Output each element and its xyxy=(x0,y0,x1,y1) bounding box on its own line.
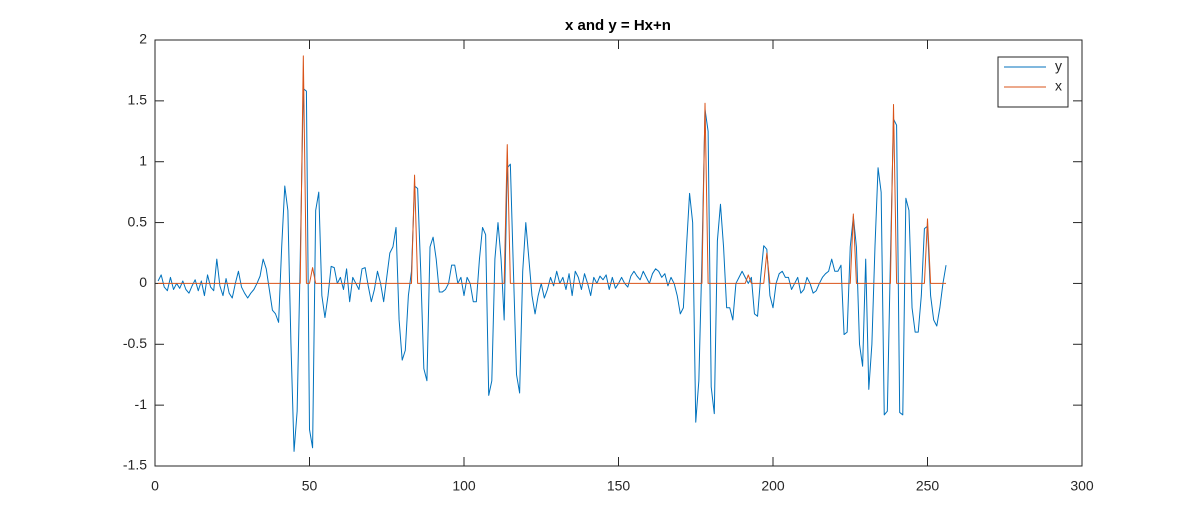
plot-area xyxy=(154,39,1083,467)
x-tick-label: 200 xyxy=(761,478,785,494)
chart-title: x and y = Hx+n xyxy=(565,17,671,34)
x-tick-label: 50 xyxy=(302,478,318,494)
x-tick-label: 150 xyxy=(607,478,631,494)
legend-label: y xyxy=(1055,58,1062,74)
y-tick-label: 2 xyxy=(139,31,147,47)
x-tick-label: 100 xyxy=(452,478,476,494)
legend-label: x xyxy=(1055,78,1062,94)
y-tick-label: -1 xyxy=(135,396,148,412)
y-tick-label: -1.5 xyxy=(123,457,147,473)
y-tick-label: 1.5 xyxy=(128,92,148,108)
x-tick-label: 250 xyxy=(916,478,940,494)
legend-box xyxy=(997,56,1069,108)
y-tick-label: 0.5 xyxy=(128,213,148,229)
y-tick-label: -0.5 xyxy=(123,335,147,351)
y-tick-label: 0 xyxy=(139,274,147,290)
y-tick-label: 1 xyxy=(139,152,147,168)
x-tick-label: 300 xyxy=(1070,478,1094,494)
x-tick-label: 0 xyxy=(151,478,159,494)
series-line xyxy=(158,55,947,284)
series-line xyxy=(157,88,947,452)
